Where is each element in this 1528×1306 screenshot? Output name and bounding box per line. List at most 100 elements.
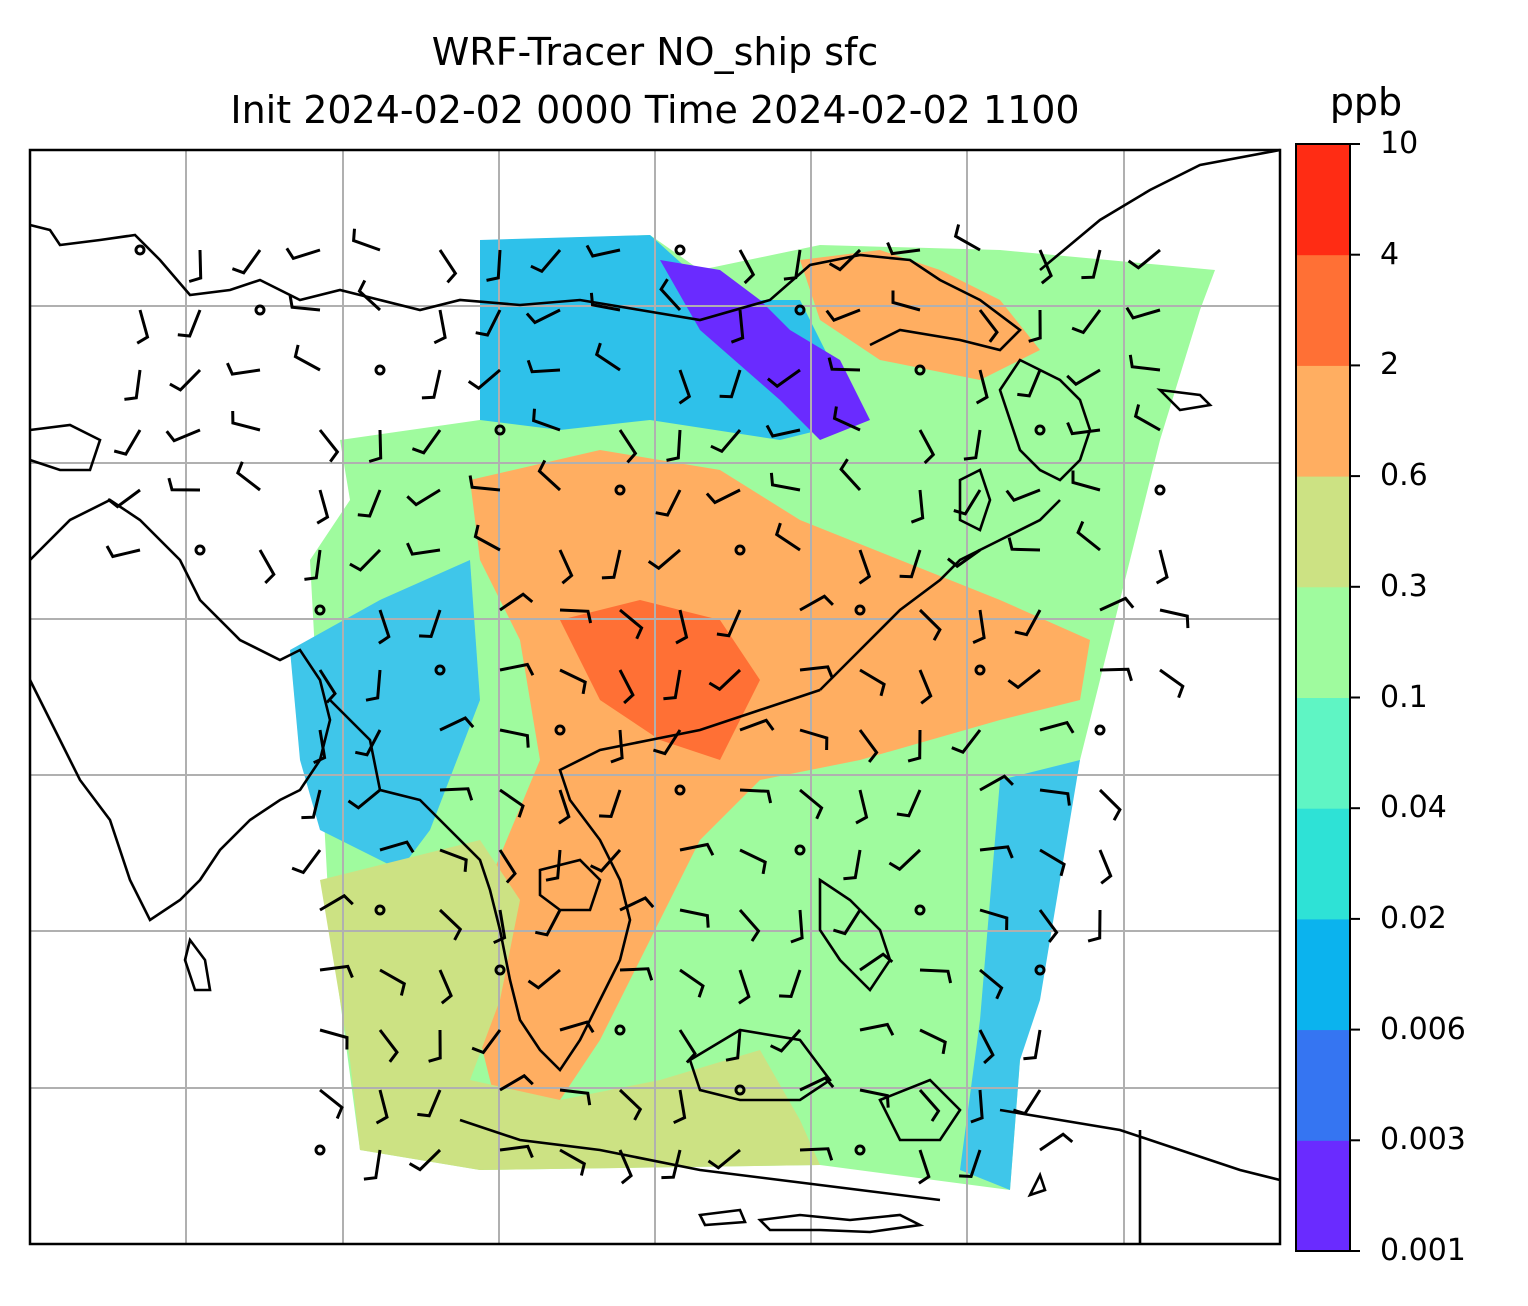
wind-barb <box>357 279 382 312</box>
field-low-west <box>290 560 480 870</box>
wind-barb <box>678 369 692 405</box>
wind-barb <box>839 458 862 492</box>
wind-barb <box>136 309 150 345</box>
wind-barb <box>655 489 682 517</box>
wind-barb <box>471 1029 502 1055</box>
wind-barb <box>978 309 999 343</box>
wind-barb <box>783 249 802 281</box>
wind-barb <box>1081 249 1102 280</box>
wind-barb <box>738 909 761 942</box>
plot-subtitle: Init 2024-02-02 0000 Time 2024-02-02 110… <box>230 88 1080 132</box>
wind-barb <box>473 524 501 552</box>
wind-barb <box>226 362 261 376</box>
wind-barb <box>618 669 635 705</box>
wind-barb <box>1098 849 1113 885</box>
wind-barb <box>406 542 441 556</box>
wind-barb <box>534 909 562 937</box>
calm-wind-marker <box>434 664 446 676</box>
colorbar-bin <box>1296 808 1350 920</box>
colorbar-bin <box>1296 697 1350 809</box>
calm-wind-marker <box>134 244 146 256</box>
calm-wind-marker <box>914 904 926 916</box>
wind-barb <box>975 369 989 405</box>
calm-wind-marker <box>1034 424 1046 436</box>
wind-barb <box>105 545 141 559</box>
wind-barb <box>258 549 276 584</box>
wind-barb <box>363 1149 382 1181</box>
field-east-low <box>960 760 1080 1190</box>
wind-barb <box>919 968 953 984</box>
colorbar-bin <box>1296 254 1350 366</box>
colorbar-tick-label: 10 <box>1380 126 1419 161</box>
wind-barb <box>1155 549 1169 585</box>
calm-wind-marker <box>794 304 806 316</box>
wind-barb <box>499 592 534 612</box>
wind-barb <box>527 968 561 990</box>
wind-barb <box>716 609 742 638</box>
wind-barb <box>475 309 502 337</box>
wind-barb <box>231 249 262 275</box>
wind-barb <box>1099 596 1135 612</box>
wind-barb <box>379 840 415 854</box>
wind-barb <box>165 428 201 443</box>
wind-barb <box>493 909 507 945</box>
wind-barb <box>618 429 638 464</box>
calm-wind-marker <box>794 844 806 856</box>
wind-barb <box>1005 488 1041 503</box>
wind-barb <box>349 548 382 572</box>
wind-barb <box>919 1028 947 1055</box>
wind-barb <box>525 308 561 325</box>
wind-barb <box>1128 354 1161 372</box>
wind-barb <box>970 1089 984 1124</box>
calm-wind-marker <box>494 424 506 436</box>
wind-barb <box>318 669 337 704</box>
wind-barb <box>499 1144 534 1159</box>
wind-barb <box>1039 1132 1074 1152</box>
wind-barb <box>379 968 407 996</box>
wind-barb <box>799 788 824 820</box>
wind-barb <box>433 309 447 345</box>
calm-wind-marker <box>974 664 986 676</box>
wind-barb <box>719 369 742 399</box>
wind-barb <box>679 968 705 998</box>
wind-barb <box>378 609 391 645</box>
wind-barb <box>559 1020 595 1034</box>
wind-barb <box>585 244 621 258</box>
calm-wind-marker <box>674 784 686 796</box>
wind-barb <box>738 969 751 1005</box>
wind-barb <box>365 669 382 702</box>
calm-wind-marker <box>1034 964 1046 976</box>
wind-barb <box>354 729 382 757</box>
wind-barb <box>169 368 202 392</box>
wind-barb <box>439 787 474 801</box>
wind-barb <box>1071 309 1102 335</box>
calm-wind-marker <box>854 1144 866 1156</box>
wind-barb <box>678 1029 697 1064</box>
wind-barb <box>953 489 982 516</box>
wind-barb <box>1007 668 1041 690</box>
wind-barb <box>828 248 862 272</box>
wind-barb <box>124 369 142 401</box>
wind-barb <box>1159 668 1185 699</box>
calm-wind-marker <box>194 544 206 556</box>
wind-barb <box>537 459 562 492</box>
wind-barb <box>594 342 621 372</box>
wind-barb <box>499 662 535 676</box>
wind-barb <box>1127 248 1161 270</box>
wind-barb <box>499 1073 534 1092</box>
wind-barb <box>739 848 767 875</box>
wind-barb <box>799 1076 835 1092</box>
wind-barb <box>979 908 1009 931</box>
plot-title: WRF-Tracer NO_ship sfc <box>431 30 879 74</box>
wind-barb <box>652 729 682 756</box>
wind-barb <box>375 1089 389 1125</box>
wind-barb <box>288 295 321 312</box>
calm-wind-marker <box>314 604 326 616</box>
wind-barb <box>107 488 141 509</box>
wind-barb <box>1007 537 1041 552</box>
wind-barb <box>1039 720 1075 734</box>
wind-barb <box>647 548 681 571</box>
wind-barb <box>827 357 861 372</box>
wind-barb <box>1038 909 1059 943</box>
wind-barb <box>498 849 517 884</box>
